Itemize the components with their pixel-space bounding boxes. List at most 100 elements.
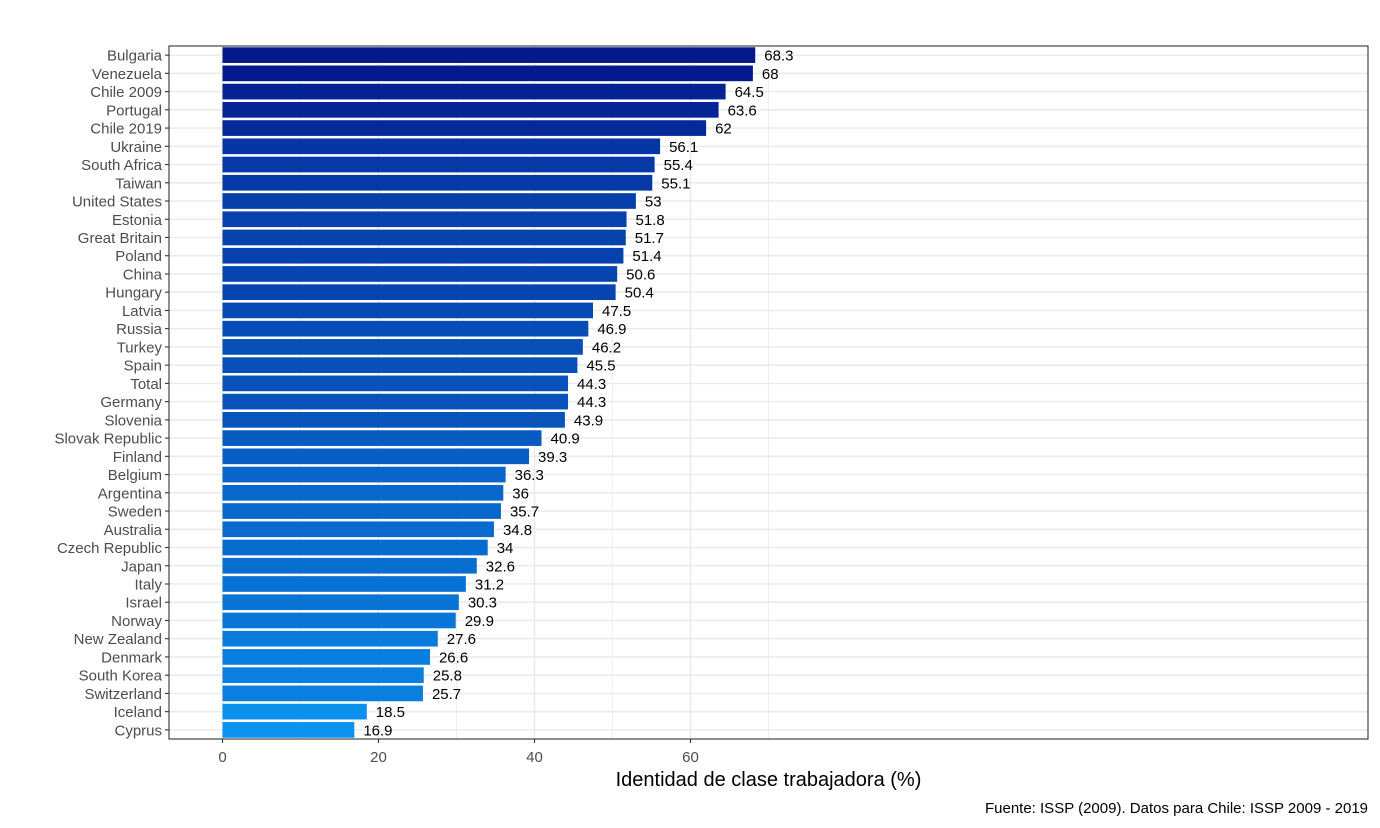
bar <box>222 284 616 301</box>
bar <box>222 156 655 173</box>
bar <box>222 448 530 465</box>
category-label: Latvia <box>122 303 163 320</box>
data-label: 51.8 <box>636 212 665 229</box>
category-label: Spain <box>124 358 162 375</box>
bar <box>222 101 719 118</box>
category-label: Italy <box>134 576 162 593</box>
category-label: Czech Republic <box>57 540 163 557</box>
bar <box>222 120 707 136</box>
category-label: Slovak Republic <box>54 431 162 448</box>
data-label: 18.5 <box>376 704 405 721</box>
category-label: Israel <box>125 595 162 612</box>
data-label: 68 <box>762 66 779 83</box>
bar <box>222 65 753 82</box>
bar <box>222 685 423 702</box>
category-label: China <box>123 266 163 283</box>
category-label: Belgium <box>108 467 162 484</box>
data-label: 36 <box>512 485 529 502</box>
bar <box>222 393 569 410</box>
data-label: 51.4 <box>632 248 661 265</box>
category-label: Slovenia <box>104 412 162 429</box>
bar <box>222 557 477 574</box>
data-label: 39.3 <box>538 449 567 466</box>
bar <box>222 211 627 228</box>
x-tick-label: 20 <box>370 749 387 766</box>
bar <box>222 320 589 337</box>
data-label: 36.3 <box>515 467 544 484</box>
data-label: 55.1 <box>661 175 690 192</box>
bar <box>222 412 565 428</box>
category-label: South Africa <box>81 157 163 174</box>
category-label: Norway <box>111 613 162 630</box>
category-label: South Korea <box>79 668 163 685</box>
data-label: 46.9 <box>597 321 626 338</box>
x-tick-label: 60 <box>682 749 699 766</box>
data-label: 56.1 <box>669 139 698 156</box>
bar <box>222 722 355 738</box>
data-label: 63.6 <box>728 102 757 119</box>
bar <box>222 576 466 592</box>
data-label: 30.3 <box>468 595 497 612</box>
bar <box>222 357 578 373</box>
bar <box>222 703 367 720</box>
category-label: Germany <box>100 394 162 411</box>
data-label: 68.3 <box>764 48 793 65</box>
category-label: Estonia <box>112 212 163 229</box>
category-label: Total <box>130 376 162 393</box>
data-label: 47.5 <box>602 303 631 320</box>
bar <box>222 667 424 684</box>
data-label: 62 <box>715 121 732 138</box>
data-label: 50.6 <box>626 266 655 283</box>
x-axis-title: Identidad de clase trabajadora (%) <box>616 769 922 791</box>
bar <box>222 339 583 355</box>
category-label: New Zealand <box>74 631 162 648</box>
category-label: Hungary <box>105 285 162 302</box>
data-label: 25.8 <box>433 668 462 685</box>
category-label: Switzerland <box>84 686 162 703</box>
data-label: 25.7 <box>432 686 461 703</box>
data-label: 44.3 <box>577 376 606 393</box>
data-label: 26.6 <box>439 649 468 666</box>
category-label: Poland <box>115 248 162 265</box>
category-label: Chile 2009 <box>90 84 162 101</box>
category-label: Great Britain <box>78 230 162 247</box>
data-label: 27.6 <box>447 631 476 648</box>
data-label: 43.9 <box>574 412 603 429</box>
data-label: 31.2 <box>475 576 504 593</box>
bar <box>222 83 726 100</box>
bar <box>222 138 661 155</box>
category-label: Iceland <box>114 704 162 721</box>
caption: Fuente: ISSP (2009). Datos para Chile: I… <box>985 800 1368 817</box>
category-label: Taiwan <box>115 175 162 192</box>
bar <box>222 521 494 538</box>
bar <box>222 430 542 446</box>
bar <box>222 247 624 264</box>
category-label: Denmark <box>101 649 162 666</box>
bar <box>222 229 626 246</box>
data-label: 51.7 <box>635 230 664 247</box>
data-label: 16.9 <box>363 722 392 739</box>
category-label: Sweden <box>108 504 162 521</box>
category-label: Venezuela <box>92 66 163 83</box>
category-label: Ukraine <box>110 139 162 156</box>
category-label: Chile 2019 <box>90 121 162 138</box>
data-label: 32.6 <box>486 558 515 575</box>
bar <box>222 594 459 611</box>
data-label: 29.9 <box>465 613 494 630</box>
data-label: 55.4 <box>664 157 693 174</box>
category-label: Portugal <box>106 102 162 119</box>
bars <box>222 47 756 738</box>
category-label: Cyprus <box>114 722 162 739</box>
bar <box>222 630 438 647</box>
bar <box>222 266 618 282</box>
category-label: Finland <box>113 449 162 466</box>
panel-border <box>168 45 1369 740</box>
bar <box>222 174 653 191</box>
bar <box>222 302 593 319</box>
category-label: Japan <box>121 558 162 575</box>
category-label: Russia <box>116 321 163 338</box>
bar <box>222 649 430 665</box>
